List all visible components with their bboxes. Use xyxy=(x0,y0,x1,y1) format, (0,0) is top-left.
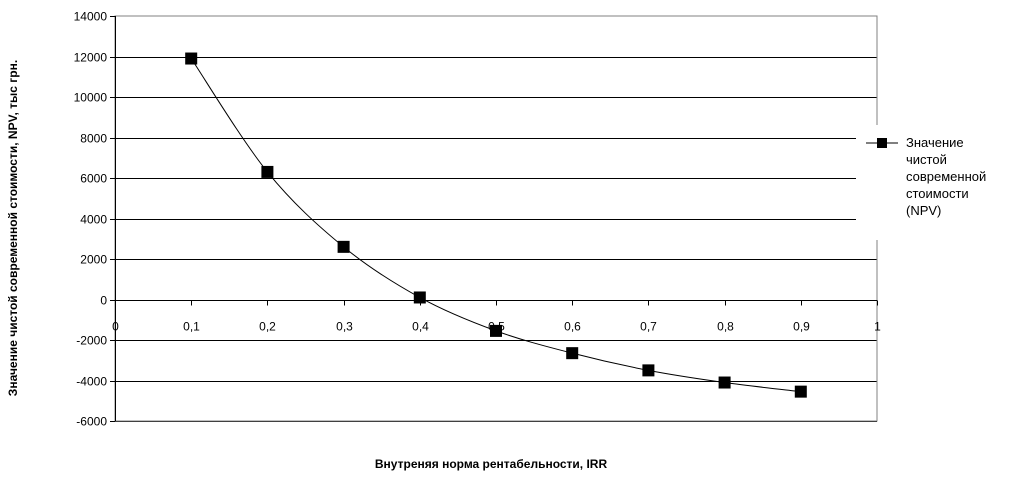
y-tick-label: 14000 xyxy=(74,10,108,24)
x-tick-label: 0,1 xyxy=(183,320,200,334)
x-tick-label: 0,6 xyxy=(564,320,581,334)
plot-frame xyxy=(114,15,878,422)
y-tick-label: -2000 xyxy=(76,334,107,348)
data-point-marker xyxy=(490,324,502,337)
y-tick-label: 2000 xyxy=(80,253,107,267)
x-tick-label: 0,8 xyxy=(717,320,734,334)
y-tick-label: 8000 xyxy=(80,132,107,146)
y-tick-label: 0 xyxy=(100,294,107,308)
legend-label-line-1: Значение xyxy=(906,135,964,150)
legend-label-line-4: стоимости xyxy=(906,186,969,201)
data-point-marker xyxy=(794,385,807,398)
legend: Значение чистой современной стоимости (N… xyxy=(856,125,1017,240)
x-tick-label: 0,9 xyxy=(793,320,810,334)
x-tick-label: 1 xyxy=(874,320,881,334)
legend-marker-square xyxy=(877,138,887,148)
y-tick-label: 10000 xyxy=(74,91,108,105)
data-point-marker xyxy=(718,376,731,389)
legend-label-line-2: чистой xyxy=(906,152,947,167)
x-tick-label: 0,3 xyxy=(336,320,353,334)
data-point-marker xyxy=(261,165,274,178)
y-axis-title: Значение чистой современной стоимости, N… xyxy=(6,60,20,396)
gridlines xyxy=(115,57,877,422)
series-layer xyxy=(185,52,807,398)
legend-label-line-3: современной xyxy=(906,169,986,184)
y-tick-label: 12000 xyxy=(74,51,108,65)
series-line-npv xyxy=(190,58,801,393)
data-point-marker xyxy=(337,240,350,253)
x-axis-title: Внутреняя норма рентабельности, IRR xyxy=(375,457,608,471)
y-tick-label: 6000 xyxy=(80,172,107,186)
y-tick-label: 4000 xyxy=(80,213,107,227)
y-tick-labels: 14000 12000 10000 8000 6000 4000 2000 0 -2000 -40… xyxy=(74,10,108,429)
data-point-marker xyxy=(413,291,426,304)
x-tick-label: 0,2 xyxy=(259,320,276,334)
data-point-marker xyxy=(185,52,198,65)
x-tick-label: 0 xyxy=(112,320,119,334)
data-point-marker xyxy=(566,347,579,360)
y-tick-label: -4000 xyxy=(76,375,107,389)
x-tick-label: 0,7 xyxy=(640,320,657,334)
axes xyxy=(110,15,878,422)
legend-label: Значение чистой современной стоимости (N… xyxy=(906,135,990,218)
y-tick-label: -6000 xyxy=(76,415,107,429)
x-tick-label: 0,4 xyxy=(412,320,429,334)
data-point-marker xyxy=(642,364,655,377)
legend-label-line-5: (NPV) xyxy=(906,203,941,218)
